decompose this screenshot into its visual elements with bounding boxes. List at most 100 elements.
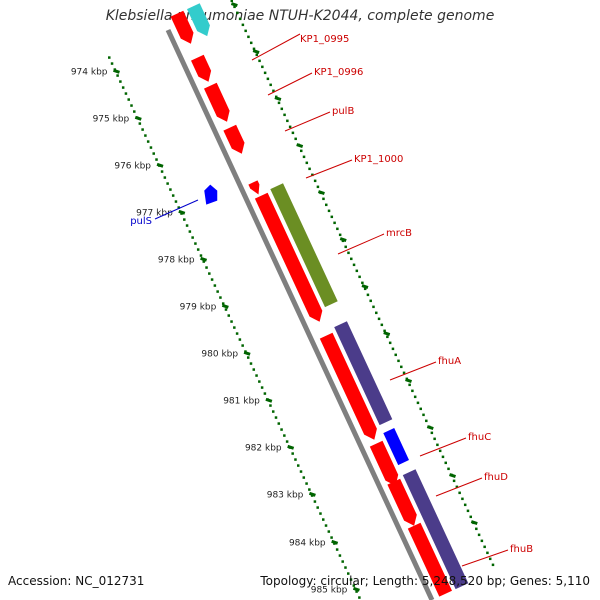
label-leader: [435, 477, 483, 497]
major-tick: [243, 350, 251, 356]
outer-tick-dot: [241, 23, 245, 27]
inner-tick-dot: [155, 158, 158, 161]
inner-tick-dot: [124, 92, 128, 95]
inner-tick-dot: [330, 536, 333, 539]
major-tick-outer: [470, 520, 478, 526]
outer-tick-dot: [302, 155, 306, 159]
gene-label: fhuC: [468, 432, 491, 443]
outer-tick-dot: [327, 209, 331, 213]
inner-tick-dot: [263, 392, 267, 395]
inner-tick-dot: [141, 128, 144, 131]
inner-tick-dot: [108, 56, 111, 59]
tick-label: 979 kbp: [180, 302, 217, 312]
inner-tick-dot: [319, 512, 322, 515]
inner-tick-dot: [174, 200, 178, 203]
outer-tick-dot: [380, 323, 384, 327]
label-leader: [461, 549, 509, 567]
outer-tick-dot: [408, 383, 411, 387]
tick-label: 974 kbp: [71, 67, 108, 77]
label-leader: [305, 159, 353, 179]
inner-tick-dot: [347, 572, 350, 575]
inner-tick-dot: [119, 80, 122, 83]
outer-tick-dot: [280, 107, 284, 111]
major-tick: [308, 491, 316, 497]
outer-tick-dot: [488, 557, 492, 561]
outer-tick-dot: [391, 347, 395, 351]
inner-tick-dot: [344, 566, 347, 569]
gene-cyan: [187, 3, 210, 37]
label-leader: [337, 233, 385, 255]
major-tick: [200, 256, 208, 262]
inner-tick-dot: [205, 266, 208, 269]
inner-tick-dot: [191, 236, 194, 239]
inner-tick-dot: [327, 530, 331, 533]
inner-tick-dot: [213, 284, 217, 287]
gene-label: pulS: [130, 216, 152, 227]
inner-tick-dot: [233, 326, 236, 329]
label-leader: [251, 33, 301, 61]
backbone-line: [165, 28, 435, 600]
inner-tick-dot: [269, 404, 272, 407]
gene-features: [170, 3, 469, 597]
inner-tick-dot: [194, 242, 197, 245]
outer-tick-dot: [463, 503, 467, 507]
outer-tick-dot: [277, 101, 281, 105]
tick-label: 977 kbp: [136, 208, 173, 218]
inner-tick-dot: [305, 482, 308, 485]
inner-tick-dot: [313, 500, 317, 503]
outer-tick-dot: [305, 161, 309, 165]
gene-kp1-1000: [248, 180, 260, 195]
outer-tick-dot: [386, 335, 389, 339]
gene-label-leaders: [154, 33, 509, 567]
inner-tick-dot: [152, 152, 155, 155]
major-tick: [287, 444, 295, 450]
outer-tick-dot: [400, 365, 403, 369]
major-tick: [331, 539, 339, 545]
outer-tick-dot: [416, 401, 420, 405]
outer-tick-dot: [475, 527, 478, 531]
inner-tick-dot: [208, 272, 211, 275]
outer-tick-dot: [411, 389, 414, 393]
outer-tick-dot: [288, 125, 292, 129]
major-tick-outer: [383, 331, 391, 337]
inner-tick-dot: [227, 314, 231, 317]
outer-tick-dot: [330, 215, 334, 219]
outer-tick-dot: [238, 17, 242, 21]
outer-tick-dot: [452, 479, 456, 483]
gene-label: fhuB: [510, 544, 533, 555]
inner-tick-dot: [196, 248, 200, 251]
inner-tick-dot: [169, 188, 172, 191]
major-tick-outer: [426, 425, 434, 431]
outer-tick-dot: [388, 341, 392, 345]
inner-tick-dot: [246, 356, 250, 359]
inner-tick-dot: [299, 470, 303, 473]
outer-tick-dot: [397, 359, 400, 363]
major-tick-outer: [449, 473, 456, 479]
gene-fhua: [319, 332, 377, 440]
gene-label: mrcB: [386, 228, 412, 239]
inner-tick-dot: [321, 518, 325, 521]
gene-fhuc-blue: [383, 428, 409, 466]
inner-tick-dot: [255, 374, 258, 377]
gene-puls: [204, 184, 218, 205]
outer-tick-dot: [394, 353, 397, 357]
inner-tick-dot: [249, 362, 253, 365]
outer-tick-dot: [316, 185, 320, 189]
outer-tick-dot: [333, 221, 336, 225]
gene-kp1-0995: [170, 10, 194, 44]
outer-tick-dot: [377, 317, 381, 321]
inner-tick-dot: [199, 254, 203, 257]
outer-tick-dot: [230, 0, 234, 3]
inner-tick-dot: [252, 368, 256, 371]
outer-tick-dot: [325, 203, 328, 207]
inner-tick-dot: [110, 62, 114, 65]
inner-tick-dot: [130, 104, 133, 107]
outer-tick-dot: [419, 407, 422, 411]
tick-label: 981 kbp: [223, 396, 260, 406]
gene-mrcb-olive: [270, 183, 338, 308]
inner-tick-dot: [241, 344, 244, 347]
outer-tick-dot: [422, 413, 425, 417]
tick-label: 985 kbp: [311, 585, 348, 595]
inner-tick-dot: [291, 452, 294, 455]
tick-label: 982 kbp: [245, 443, 282, 453]
